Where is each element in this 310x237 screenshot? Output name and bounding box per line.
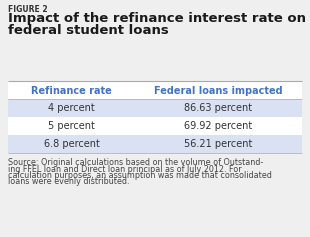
Text: calculation purposes, an assumption was made that consolidated: calculation purposes, an assumption was … [8,171,272,180]
Bar [8,82,302,99]
Text: 6.8 percent: 6.8 percent [44,139,100,149]
Bar [8,135,302,153]
Text: ing FFEL loan and Direct loan principal as of July 2012. For: ing FFEL loan and Direct loan principal … [8,164,241,173]
Text: federal student loans: federal student loans [8,24,169,37]
Text: 5 percent: 5 percent [48,121,95,131]
Bar [8,99,302,117]
Text: Impact of the refinance interest rate on: Impact of the refinance interest rate on [8,12,306,25]
Text: 86.63 percent: 86.63 percent [184,103,253,113]
Text: Federal loans impacted: Federal loans impacted [154,86,283,96]
Text: loans were evenly distributed.: loans were evenly distributed. [8,178,130,187]
Bar [8,117,302,135]
Text: Refinance rate: Refinance rate [31,86,112,96]
Text: 4 percent: 4 percent [48,103,95,113]
Text: Source: Original calculations based on the volume of Outstand-: Source: Original calculations based on t… [8,158,263,167]
Text: FIGURE 2: FIGURE 2 [8,5,48,14]
Text: 56.21 percent: 56.21 percent [184,139,253,149]
Text: 69.92 percent: 69.92 percent [184,121,253,131]
